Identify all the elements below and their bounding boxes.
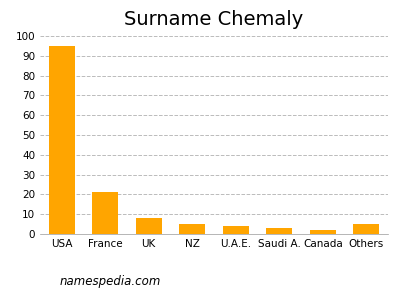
Bar — [179, 224, 205, 234]
Bar — [136, 218, 162, 234]
Bar — [310, 230, 336, 234]
Title: Surname Chemaly: Surname Chemaly — [124, 10, 304, 29]
Text: namespedia.com: namespedia.com — [60, 275, 161, 288]
Bar — [49, 46, 75, 234]
Bar — [223, 226, 249, 234]
Bar — [266, 228, 292, 234]
Bar — [92, 192, 118, 234]
Bar — [353, 224, 379, 234]
